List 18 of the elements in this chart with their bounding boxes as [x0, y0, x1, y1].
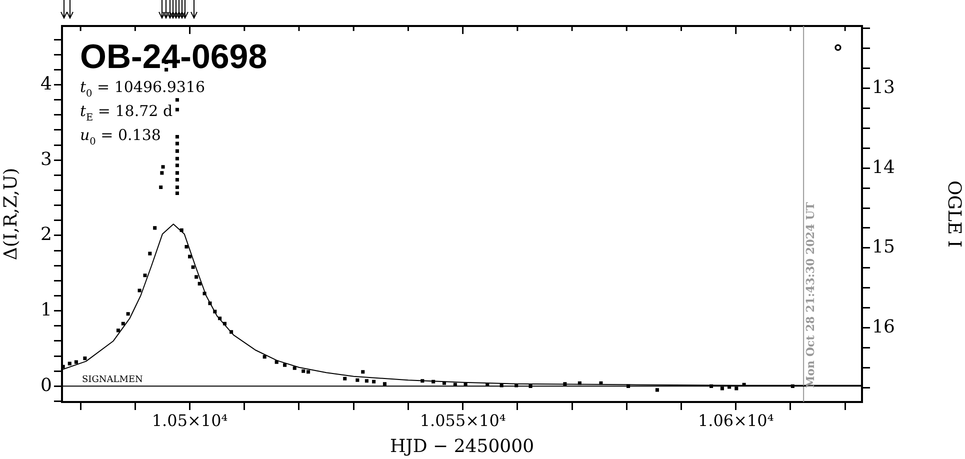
chart-title: OB-24-0698: [80, 38, 268, 76]
y-tick-label: 4: [40, 73, 52, 94]
x-tick-label: 1.06×10⁴: [698, 410, 774, 430]
y-tick-label: 3: [40, 148, 52, 170]
y-tick-label: 2: [40, 224, 52, 246]
annotation: Mon Oct 28 21:43:30 2024 UT: [804, 201, 817, 388]
y2-tick-label: 13: [872, 76, 895, 98]
y2-tick-label: 14: [872, 156, 895, 178]
x-tick-label: 1.05×10⁴: [152, 410, 228, 430]
annotation: SIGNALMEN: [82, 375, 144, 385]
x-axis-title: HJD − 2450000: [390, 436, 534, 457]
y-tick-label: 1: [40, 300, 52, 320]
x-tick-label: 1.055×10⁴: [420, 410, 506, 430]
y2-axis-title: OGLE I: [944, 180, 965, 248]
y2-tick-label: 16: [872, 316, 895, 338]
y2-tick-label: 15: [872, 236, 895, 258]
y-tick-label: 0: [40, 374, 52, 396]
y-axis-title: Δ(I,R,Z,U): [0, 168, 22, 260]
